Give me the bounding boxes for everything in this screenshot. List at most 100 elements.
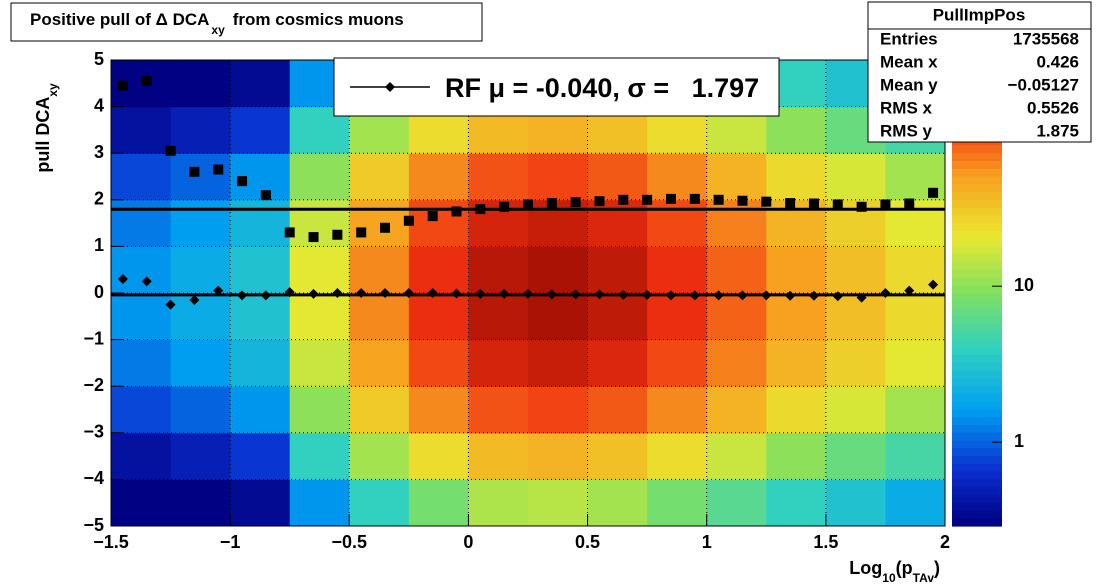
heatmap-cell	[408, 246, 469, 294]
colorbar-slice	[952, 324, 1002, 333]
colorbar-slice	[952, 230, 1002, 240]
rms-marker	[380, 222, 391, 233]
heatmap-cell	[468, 479, 529, 527]
heatmap-cell	[230, 106, 291, 154]
mean-marker	[523, 288, 533, 299]
rms-marker	[237, 176, 248, 187]
colorbar-slice	[952, 246, 1002, 255]
colorbar-slice	[952, 215, 1002, 224]
mean-marker	[689, 290, 700, 301]
mean-marker	[427, 288, 438, 298]
colorbar-slice	[952, 393, 1002, 403]
heatmap-cell	[825, 432, 886, 480]
colorbar-slice	[952, 409, 1002, 418]
heatmap-cell	[528, 246, 589, 294]
heatmap-cell	[349, 199, 410, 247]
y-tick-label: −3	[83, 422, 104, 442]
rms-marker	[499, 201, 510, 212]
heatmap-cell	[706, 246, 767, 294]
mean-marker	[213, 285, 224, 296]
mean-marker	[284, 287, 295, 298]
colorbar-slice	[952, 362, 1002, 372]
heatmap-cell	[885, 293, 946, 341]
heatmap-cell	[528, 293, 589, 341]
heatmap-cell	[408, 339, 469, 387]
heatmap-cell	[647, 339, 708, 387]
heatmap-cell	[766, 339, 827, 387]
rms-marker	[165, 145, 176, 156]
y-tick-label: 0	[94, 282, 104, 302]
rms-marker	[141, 75, 152, 86]
colorbar-slice	[952, 456, 1002, 465]
heatmap-cell	[825, 246, 886, 294]
colorbar-slice	[952, 168, 1002, 178]
x-title-sub: 10	[882, 571, 896, 585]
colorbar-slice	[952, 487, 1002, 496]
x-axis-title: Log10(pTAv)	[849, 558, 940, 585]
rms-marker	[665, 193, 676, 204]
colorbar-slice	[952, 308, 1002, 317]
x-tick-label: −1	[220, 532, 241, 552]
colorbar-slice	[952, 386, 1002, 395]
rms-marker	[785, 198, 796, 209]
rms-marker	[451, 206, 462, 217]
stats-value: 1.875	[1036, 121, 1079, 140]
heatmap-cell	[587, 432, 648, 480]
mean-marker	[928, 279, 939, 290]
heatmap-cell	[885, 199, 946, 247]
heatmap-cell	[528, 479, 589, 527]
colorbar-slice	[952, 510, 1002, 519]
rms-marker	[761, 196, 772, 207]
heatmap-cell	[706, 386, 767, 434]
heatmap-cell	[706, 479, 767, 527]
stats-label: Mean x	[880, 52, 938, 71]
rms-marker	[546, 198, 557, 209]
heatmap-cell	[230, 246, 291, 294]
title-tail: from cosmics muons	[233, 10, 404, 29]
colorbar-slice	[952, 160, 1002, 170]
heatmap-cell	[230, 432, 291, 480]
heatmap-cell	[528, 153, 589, 201]
heatmap-cell	[170, 386, 231, 434]
stats-value: 1735568	[1013, 29, 1079, 48]
x-tick-label: 1	[702, 532, 712, 552]
x-tick-label: 2	[940, 532, 950, 552]
colorbar-slice	[952, 355, 1002, 364]
heatmap-cell	[349, 432, 410, 480]
mean-marker	[832, 291, 843, 302]
title-box	[10, 2, 483, 42]
mean-marker	[380, 288, 391, 298]
heatmap-cell	[289, 293, 350, 341]
colorbar-slice	[952, 207, 1002, 216]
mean-marker	[808, 290, 819, 301]
stats-value: 0.5526	[1027, 98, 1079, 117]
colorbar-slice	[952, 440, 1002, 449]
colorbar-slice	[952, 494, 1002, 504]
mean-marker	[880, 288, 891, 298]
heatmap-cell	[825, 153, 886, 201]
heatmap-cell	[647, 293, 708, 341]
heatmap-cell	[587, 386, 648, 434]
heatmap-cell	[647, 386, 708, 434]
heatmap-cell	[885, 479, 946, 527]
rms-marker	[618, 194, 629, 205]
title-sub: xy	[211, 23, 225, 37]
heatmap-cell	[349, 479, 410, 527]
heatmap-cell	[468, 246, 529, 294]
stats-label: Mean y	[880, 75, 938, 94]
stats-title: PullImpPos	[933, 5, 1026, 24]
mean-marker	[475, 288, 486, 299]
heatmap-cell	[111, 479, 172, 527]
heatmap-cell	[647, 479, 708, 527]
heatmap-cell	[170, 153, 231, 201]
heatmap-cell	[111, 199, 172, 247]
stats-label: Entries	[880, 29, 938, 48]
rms-marker	[928, 187, 939, 198]
rms-marker	[403, 215, 414, 226]
heatmap-cell	[587, 199, 648, 247]
heatmap-cell	[587, 246, 648, 294]
x-tick-label: 0.5	[575, 532, 600, 552]
y-title-sub: xy	[46, 83, 60, 97]
colorbar-slice	[952, 518, 1002, 527]
